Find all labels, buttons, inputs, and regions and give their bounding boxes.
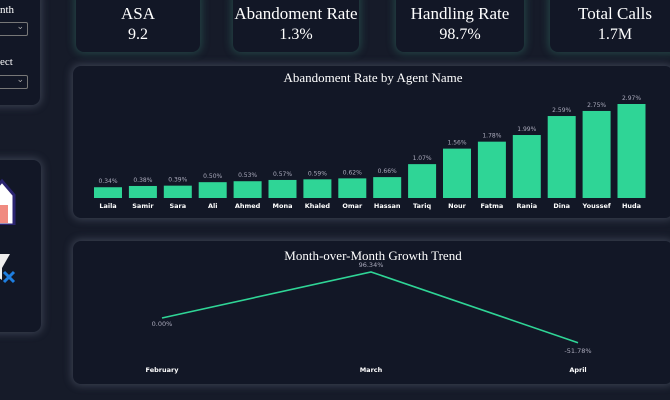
bar bbox=[512, 135, 541, 198]
x-tick-label: Samir bbox=[132, 202, 154, 210]
kpi-title: Abandoment Rate bbox=[234, 4, 358, 23]
x-tick-label: Omar bbox=[342, 202, 363, 210]
line-chart-title: Month-over-Month Growth Trend bbox=[284, 248, 462, 263]
kpi-handling-rate: Handling Rate 98.7% bbox=[396, 0, 524, 52]
month-dropdown[interactable]: ⌄ bbox=[0, 21, 28, 36]
bar-data-label: 0.34% bbox=[98, 178, 117, 185]
bar-data-label: 0.62% bbox=[343, 169, 362, 176]
kpi-value: 9.2 bbox=[128, 26, 148, 43]
bar-data-label: 2.75% bbox=[587, 102, 606, 109]
bar-data-label: 1.07% bbox=[413, 155, 432, 162]
bar-data-label: 1.99% bbox=[517, 126, 536, 133]
kpi-abandonment-rate: Abandoment Rate 1.3% bbox=[233, 0, 359, 52]
trend-line bbox=[161, 271, 579, 344]
bar bbox=[163, 185, 192, 198]
bar-chart-panel: Abandoment Rate by Agent Name 0.34% Laila… bbox=[73, 66, 670, 218]
bar-data-label: 0.53% bbox=[238, 172, 257, 179]
bar bbox=[338, 178, 367, 198]
kpi-value: 98.7% bbox=[439, 26, 481, 43]
bar-data-label: 2.59% bbox=[552, 107, 571, 114]
x-tick-label: Youssef bbox=[582, 202, 611, 210]
kpi-value: 1.7M bbox=[597, 26, 633, 43]
x-tick-label: Laila bbox=[99, 202, 116, 210]
kpi-title: ASA bbox=[120, 4, 155, 23]
bar-data-label: 0.66% bbox=[378, 168, 397, 175]
line-chart-panel: Month-over-Month Growth Trend 0.00% Febru… bbox=[73, 241, 670, 384]
bar bbox=[94, 187, 122, 198]
x-tick-label: April bbox=[569, 366, 586, 374]
line-chart: 0.00% February 96.34% March -51.78% April bbox=[146, 261, 592, 374]
point-data-label: -51.78% bbox=[564, 347, 591, 355]
bar bbox=[443, 148, 471, 198]
bar bbox=[477, 141, 506, 198]
x-tick-label: Fatma bbox=[481, 202, 504, 210]
clear-filter-icon[interactable] bbox=[0, 250, 28, 290]
bar bbox=[617, 104, 646, 198]
bar-data-label: 0.59% bbox=[308, 170, 327, 177]
x-tick-label: Sara bbox=[169, 202, 186, 210]
x-tick-label: Dina bbox=[553, 202, 570, 210]
bar-data-label: 0.57% bbox=[273, 171, 292, 178]
x-tick-label: Huda bbox=[622, 202, 641, 210]
month-slicer-label: nth bbox=[0, 4, 15, 16]
bar bbox=[198, 182, 227, 198]
bar bbox=[373, 177, 402, 198]
bar-data-label: 2.97% bbox=[622, 95, 641, 102]
chevron-down-icon: ⌄ bbox=[16, 21, 24, 31]
home-icon[interactable] bbox=[0, 175, 30, 225]
x-tick-label: March bbox=[360, 366, 383, 374]
bar-chart-title: Abandoment Rate by Agent Name bbox=[283, 70, 463, 85]
bar bbox=[547, 116, 576, 198]
bar bbox=[268, 179, 297, 198]
nav-panel bbox=[0, 160, 41, 332]
bar bbox=[408, 164, 437, 198]
bar-data-label: 1.56% bbox=[447, 140, 466, 147]
x-tick-label: Nour bbox=[448, 202, 467, 210]
kpi-total-calls: Total Calls 1.7M bbox=[550, 0, 670, 52]
x-tick-label: Rania bbox=[516, 202, 537, 210]
x-tick-label: Tariq bbox=[413, 202, 431, 210]
point-data-label: 0.00% bbox=[152, 320, 173, 328]
x-tick-label: Hassan bbox=[374, 202, 401, 210]
bar-data-label: 0.50% bbox=[203, 173, 222, 180]
kpi-title: Handling Rate bbox=[410, 4, 510, 23]
point-data-label: 96.34% bbox=[359, 261, 384, 269]
kpi-asa: ASA 9.2 bbox=[76, 0, 200, 52]
x-tick-label: February bbox=[146, 366, 180, 374]
bar bbox=[303, 179, 332, 198]
x-tick-label: Mona bbox=[273, 202, 293, 210]
bar-chart: 0.34% Laila 0.38% Samir 0.39% Sara 0.50% Ali 0.5… bbox=[94, 95, 646, 210]
x-tick-label: Khaled bbox=[305, 202, 331, 210]
bar-data-label: 1.78% bbox=[482, 133, 501, 140]
bar bbox=[233, 181, 262, 198]
kpi-value: 1.3% bbox=[279, 26, 313, 43]
bar bbox=[128, 185, 157, 198]
bar bbox=[582, 110, 611, 198]
chevron-down-icon: ⌄ bbox=[16, 74, 24, 84]
slicer-panel: nth ⌄ ect ⌄ bbox=[0, 0, 40, 105]
x-tick-label: Ahmed bbox=[235, 202, 261, 210]
bar-data-label: 0.39% bbox=[168, 177, 187, 184]
x-tick-label: Ali bbox=[208, 202, 218, 210]
kpi-title: Total Calls bbox=[578, 4, 652, 23]
bar-data-label: 0.38% bbox=[133, 177, 152, 184]
project-dropdown[interactable]: ⌄ bbox=[0, 74, 28, 89]
project-slicer-label: ect bbox=[0, 56, 13, 68]
